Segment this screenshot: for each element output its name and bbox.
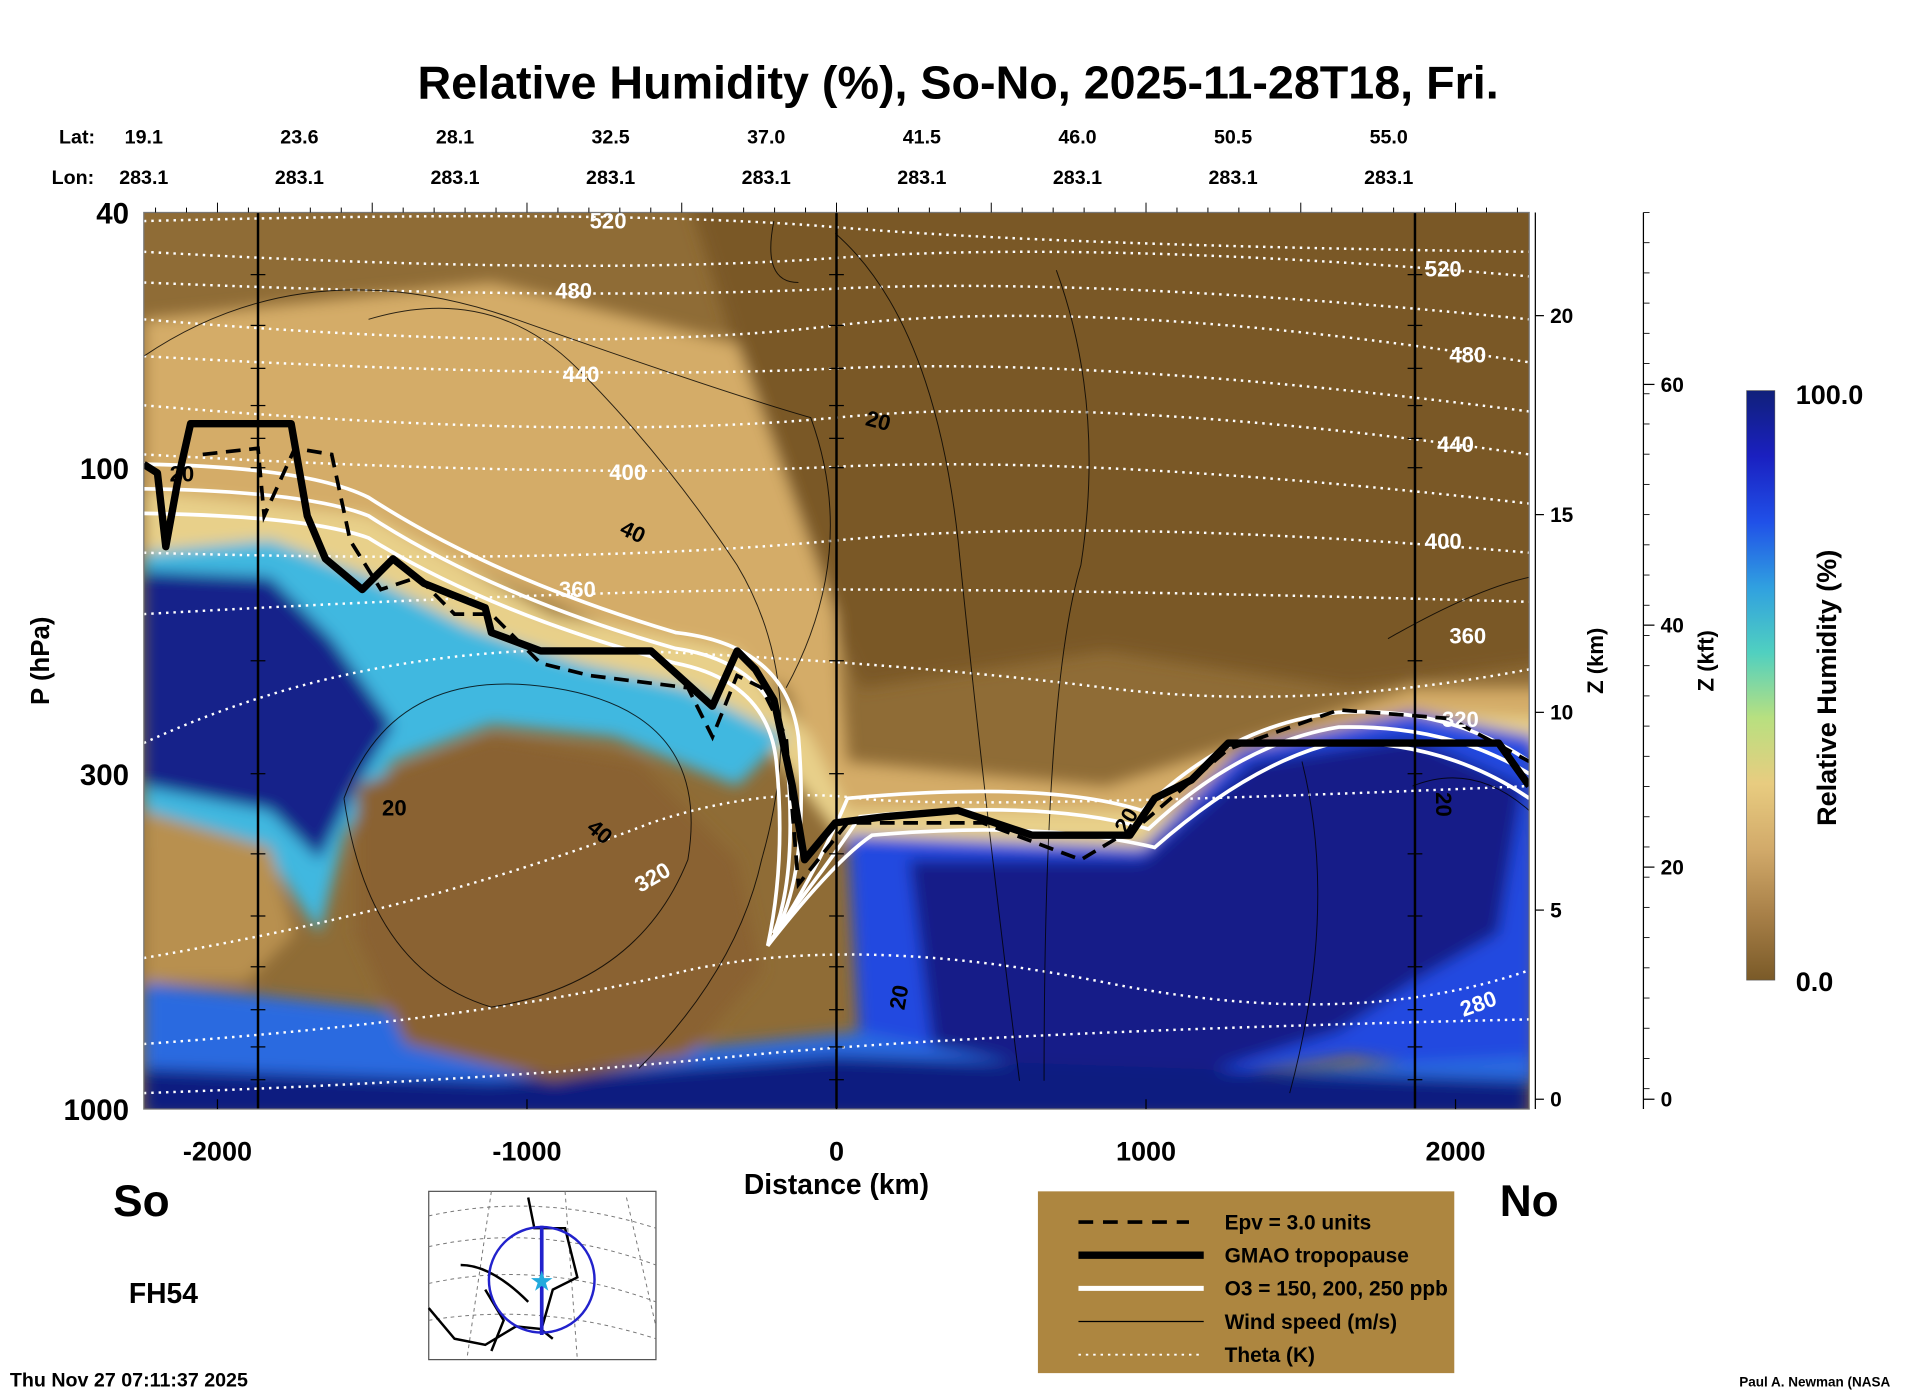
colorbar-title: Relative Humidity (%) bbox=[1812, 550, 1842, 826]
theta-label: 440 bbox=[1437, 432, 1474, 457]
theta-label: 400 bbox=[609, 460, 646, 485]
zkft-tick-label: 20 bbox=[1661, 856, 1684, 879]
theta-label: 480 bbox=[1449, 342, 1486, 367]
colorbar: 100.0 0.0 Relative Humidity (%) bbox=[1746, 380, 1864, 997]
x-tick-label: -2000 bbox=[183, 1137, 252, 1167]
lon-value: 283.1 bbox=[1364, 167, 1413, 189]
x-tick-label: 0 bbox=[829, 1137, 844, 1167]
timestamp: Thu Nov 27 07:11:37 2025 bbox=[10, 1370, 248, 1392]
x-tick-label: 2000 bbox=[1425, 1137, 1485, 1167]
wind-label: 20 bbox=[885, 983, 914, 1012]
zkm-tick-label: 20 bbox=[1550, 305, 1573, 328]
rh-dry-bowl bbox=[356, 736, 762, 1081]
theta-label: 520 bbox=[590, 208, 627, 233]
legend-epv-label: Epv = 3.0 units bbox=[1225, 1211, 1372, 1234]
legend-tropopause-label: GMAO tropopause bbox=[1225, 1245, 1409, 1268]
lon-value: 283.1 bbox=[275, 167, 324, 189]
theta-label: 360 bbox=[1449, 624, 1486, 649]
lat-value: 28.1 bbox=[436, 127, 474, 149]
wind-label: 20 bbox=[1431, 792, 1456, 817]
lat-label: Lat: bbox=[59, 127, 95, 149]
zkm-tick-label: 10 bbox=[1550, 702, 1573, 725]
legend-wind-label: Wind speed (m/s) bbox=[1225, 1311, 1398, 1334]
colorbar-min-label: 0.0 bbox=[1796, 967, 1834, 997]
y-tick-label: 1000 bbox=[63, 1094, 129, 1127]
legend: Epv = 3.0 units GMAO tropopause O3 = 150… bbox=[1037, 1191, 1455, 1374]
tropopause-line bbox=[143, 420, 1530, 864]
theta-label: 520 bbox=[1425, 256, 1462, 281]
lat-value: 50.5 bbox=[1214, 127, 1252, 149]
rh-light-band bbox=[143, 491, 1530, 848]
north-end-label: No bbox=[1500, 1177, 1559, 1226]
theta-labels: 520 480 440 400 360 320 520 480 440 400 … bbox=[555, 208, 1500, 1021]
lon-value: 283.1 bbox=[430, 167, 479, 189]
zkft-tick-label: 0 bbox=[1661, 1089, 1673, 1112]
lat-value: 41.5 bbox=[903, 127, 941, 149]
y-axis-title: P (hPa) bbox=[27, 617, 55, 705]
lat-value: 23.6 bbox=[280, 127, 318, 149]
credit: Paul A. Newman (NASA bbox=[1739, 1375, 1890, 1390]
coastline bbox=[427, 1197, 579, 1352]
plot-area: 520 480 440 400 360 320 520 480 440 400 … bbox=[143, 208, 1530, 1110]
lat-value: 46.0 bbox=[1058, 127, 1096, 149]
y-tick-label: 100 bbox=[80, 453, 129, 486]
zkm-tick-label: 15 bbox=[1550, 504, 1574, 527]
theta-label: 360 bbox=[559, 577, 596, 602]
lat-value: 19.1 bbox=[125, 127, 163, 149]
zkm-tick-label: 5 bbox=[1550, 899, 1562, 922]
x-axis-title: Distance (km) bbox=[744, 1168, 929, 1200]
forecast-hour: FH54 bbox=[129, 1277, 198, 1309]
rh-saturated-left bbox=[143, 571, 394, 860]
zkft-axis-title: Z (kft) bbox=[1693, 630, 1718, 691]
theta-label: 320 bbox=[1442, 707, 1479, 732]
colorbar-scale bbox=[1746, 390, 1776, 981]
lon-value: 283.1 bbox=[1209, 167, 1258, 189]
lon-value: 283.1 bbox=[586, 167, 635, 189]
lon-value: 283.1 bbox=[119, 167, 168, 189]
x-tick-label: -1000 bbox=[492, 1137, 561, 1167]
zkft-tick-label: 60 bbox=[1661, 374, 1684, 397]
lon-value: 283.1 bbox=[897, 167, 946, 189]
rh-dry-upper-right bbox=[692, 212, 1530, 688]
y-tick-label: 300 bbox=[80, 759, 129, 792]
south-end-label: So bbox=[113, 1177, 169, 1226]
lon-label: Lon: bbox=[52, 167, 95, 189]
zkft-tick-label: 40 bbox=[1661, 615, 1684, 638]
zkm-axis-title: Z (km) bbox=[1583, 628, 1608, 694]
zkm-tick-label: 0 bbox=[1550, 1089, 1562, 1112]
location-star-icon: ★ bbox=[531, 1269, 554, 1296]
lon-value: 283.1 bbox=[742, 167, 791, 189]
wind-label: 20 bbox=[382, 796, 407, 821]
wind-label: 20 bbox=[170, 461, 195, 486]
rh-tan-band bbox=[143, 282, 1530, 848]
y-tick-label: 40 bbox=[96, 198, 129, 231]
lat-value: 32.5 bbox=[592, 127, 630, 149]
axes: -2000 -1000 0 1000 2000 40 100 300 1000 20 15 10 5 0 6… bbox=[63, 198, 1683, 1167]
x-tick-label: 1000 bbox=[1116, 1137, 1176, 1167]
lat-value: 55.0 bbox=[1370, 127, 1408, 149]
theta-label: 440 bbox=[563, 362, 600, 387]
wind-speed-contours bbox=[143, 220, 1530, 1094]
legend-ozone-label: O3 = 150, 200, 250 ppb bbox=[1225, 1278, 1448, 1301]
colorbar-max-label: 100.0 bbox=[1796, 380, 1864, 410]
lat-value: 37.0 bbox=[747, 127, 785, 149]
ozone-contours bbox=[143, 462, 1530, 947]
lat-lon-row: 19.1 283.1 23.6 283.1 28.1 283.1 32.5 283.1 37.0… bbox=[119, 127, 1413, 190]
rh-saturated-right bbox=[908, 736, 1524, 1081]
legend-theta-label: Theta (K) bbox=[1225, 1344, 1315, 1367]
theta-label: 480 bbox=[555, 278, 592, 303]
location-map-inset: ★ bbox=[427, 1190, 657, 1361]
chart-title: Relative Humidity (%), So-No, 2025-11-28… bbox=[417, 56, 1498, 108]
lon-value: 283.1 bbox=[1053, 167, 1102, 189]
theta-label: 400 bbox=[1425, 529, 1462, 554]
